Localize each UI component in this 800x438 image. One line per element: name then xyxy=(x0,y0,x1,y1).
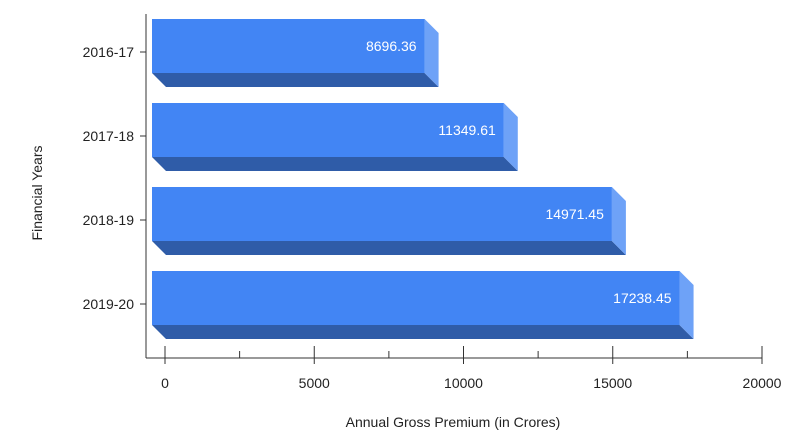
bar-front-face xyxy=(152,271,680,325)
x-axis-title: Annual Gross Premium (in Crores) xyxy=(346,414,561,430)
x-tick-label: 5000 xyxy=(299,375,330,391)
bar-value-label: 8696.36 xyxy=(366,38,417,54)
bar-bottom-face xyxy=(152,241,626,255)
bar-side-face xyxy=(611,187,626,255)
bar-side-face xyxy=(503,103,518,171)
bar-bottom-face xyxy=(152,325,694,339)
bar-2016-17: 8696.36 xyxy=(152,19,439,87)
bar-value-label: 11349.61 xyxy=(438,122,496,138)
x-tick-label: 20000 xyxy=(743,375,782,391)
y-tick-label: 2019-20 xyxy=(83,296,135,312)
y-axis-title: Financial Years xyxy=(29,146,45,241)
bar-bottom-face xyxy=(152,157,518,171)
bar-front-face xyxy=(152,19,425,73)
y-axis-ticks: 2016-17 2017-18 2018-19 2019-20 xyxy=(83,44,146,312)
bar-front-face xyxy=(152,187,612,241)
bar-2017-18: 11349.61 xyxy=(152,103,518,171)
x-tick-label: 0 xyxy=(161,375,169,391)
bar-2019-20: 17238.45 xyxy=(152,271,694,339)
bars-group: 8696.36 11349.61 14971.45 17238.45 xyxy=(152,19,694,339)
bar-side-face xyxy=(679,271,694,339)
y-tick-label: 2017-18 xyxy=(83,128,135,144)
y-tick-label: 2016-17 xyxy=(83,44,135,60)
bar-value-label: 17238.45 xyxy=(613,290,672,306)
x-axis-ticks: 0 5000 10000 15000 20000 xyxy=(161,346,782,391)
bar-2018-19: 14971.45 xyxy=(152,187,626,255)
bar-value-label: 14971.45 xyxy=(545,206,604,222)
bar-side-face xyxy=(424,19,439,87)
bar-front-face xyxy=(152,103,504,157)
bar-bottom-face xyxy=(152,73,439,87)
y-tick-label: 2018-19 xyxy=(83,212,135,228)
x-tick-label: 10000 xyxy=(444,375,483,391)
x-tick-label: 15000 xyxy=(593,375,632,391)
axes-group xyxy=(145,14,762,359)
